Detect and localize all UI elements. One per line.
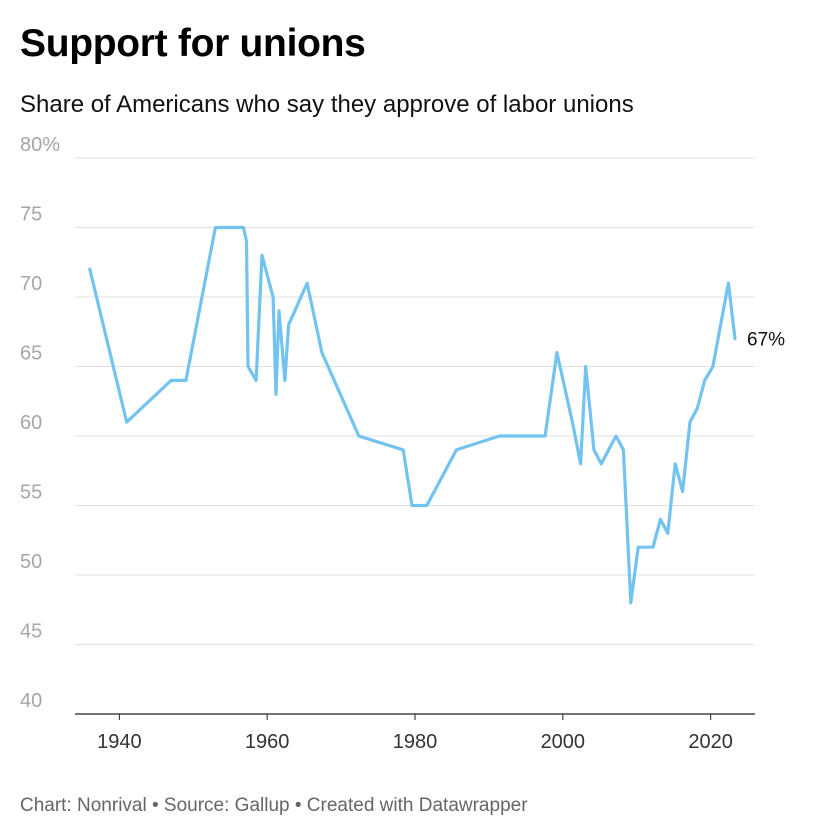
x-axis-ticks: 1940 1960 1980 2000 2020 (97, 714, 733, 753)
x-tick-label: 1960 (245, 731, 290, 753)
chart-title: Support for unions (20, 22, 366, 65)
y-tick-label: 50 (20, 551, 42, 573)
series-line (88, 225, 737, 605)
y-tick-label: 40 (20, 690, 42, 712)
y-tick-label: 70 (20, 273, 42, 295)
chart-subtitle: Share of Americans who say they approve … (20, 91, 634, 118)
chart-footer: Chart: Nonrival • Source: Gallup • Creat… (20, 795, 528, 816)
y-tick-label: 65 (20, 343, 42, 365)
y-tick-label: 60 (20, 412, 42, 434)
end-label-layer: 67% (747, 330, 785, 351)
y-tick-label: 55 (20, 482, 42, 504)
x-tick-label: 2020 (688, 731, 733, 753)
x-tick-label: 2000 (541, 731, 586, 753)
y-tick-label: 75 (20, 204, 42, 226)
y-tick-label: 80% (20, 134, 60, 156)
y-axis-ticks: 40 45 50 55 60 65 70 75 80% (20, 134, 60, 712)
end-value-label: 67% (747, 330, 785, 351)
x-tick-label: 1980 (393, 731, 438, 753)
gridlines (75, 157, 755, 715)
x-tick-label: 1940 (97, 731, 142, 753)
y-tick-label: 45 (20, 621, 42, 643)
series-layer (88, 225, 737, 605)
